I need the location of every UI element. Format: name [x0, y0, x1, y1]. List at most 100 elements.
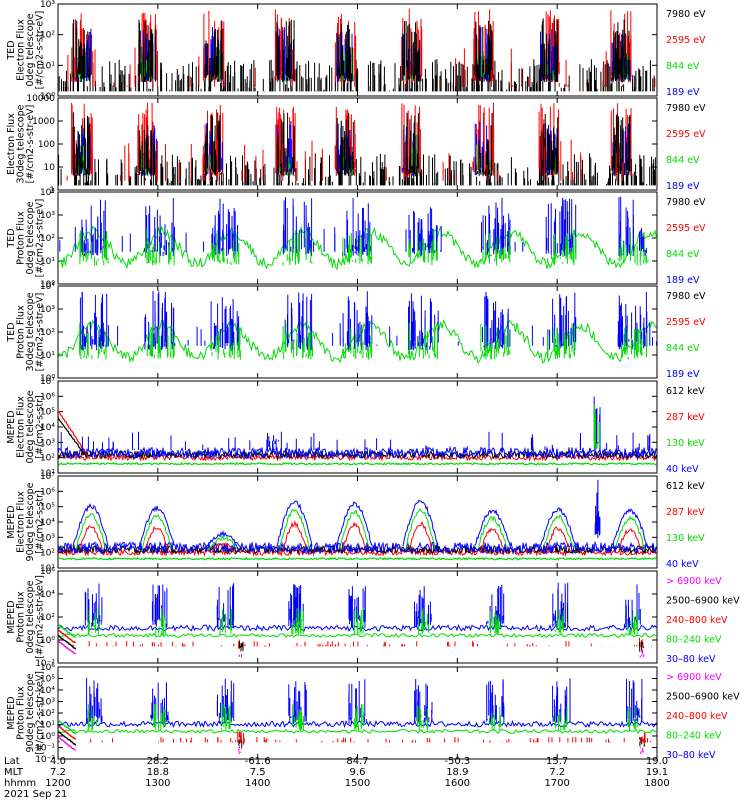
y-tick-label: 10⁴: [40, 518, 55, 528]
series-line: [58, 409, 89, 457]
series-burst: [547, 233, 577, 266]
series-burst: [342, 197, 372, 257]
legend-entry: 2500–6900 keV: [666, 692, 740, 703]
series-burst: [291, 608, 304, 635]
series-burst: [211, 230, 240, 265]
data-traces: [58, 678, 657, 755]
y-axis-label: MEPED: [6, 410, 17, 443]
series-burst: [639, 746, 644, 754]
series-burst: [146, 323, 175, 359]
x-tick-label-mlt: 9.6: [350, 767, 366, 778]
y-axis-label: 0deg telescope: [25, 13, 36, 86]
y-axis-label: Electron Flux: [16, 19, 27, 81]
series-burst: [282, 323, 313, 360]
y-tick-label: 10⁵: [40, 675, 55, 685]
series-line: [58, 725, 77, 740]
series-line: [336, 501, 373, 548]
x-tick-label-hhmm: 1200: [45, 778, 70, 789]
legend-entry: 189 eV: [666, 369, 700, 380]
legend-entry: 844 eV: [666, 61, 700, 72]
series-line: [405, 508, 436, 550]
y-tick-label: 10⁴: [40, 188, 55, 198]
series-line: [207, 534, 238, 551]
legend-entry: 2595 eV: [666, 223, 706, 234]
legend-entry: 844 eV: [666, 343, 700, 354]
series-burst: [417, 705, 429, 731]
y-tick-label: 10⁰: [40, 374, 55, 384]
legend-entry: 189 eV: [666, 275, 700, 286]
series-burst: [282, 197, 313, 257]
y-axis-label: MEPED: [6, 696, 17, 729]
series-line: [204, 529, 241, 550]
series-burst: [204, 112, 222, 176]
series-line: [342, 521, 367, 551]
series-line: [58, 416, 89, 459]
y-axis-label: [#/cm2-s-str-keV]: [35, 575, 46, 659]
series-burst: [473, 20, 493, 82]
x-tick-label-mlt: 7.5: [250, 767, 266, 778]
legend-entry: 612 keV: [666, 386, 705, 397]
x-tick-label-hhmm: 1400: [245, 778, 270, 789]
series-burst: [627, 609, 639, 636]
y-axis-label: TED: [6, 322, 17, 342]
y-tick-label: 10⁻²: [35, 659, 55, 669]
y-tick-label: 10³: [40, 305, 55, 315]
series-burst: [153, 703, 166, 731]
y-tick-label: 10⁴: [40, 282, 55, 292]
series-burst: [238, 739, 244, 748]
y-tick-label: 10¹: [40, 351, 55, 361]
series-burst: [219, 609, 233, 636]
series-burst: [480, 323, 511, 360]
x-tick-label-mlt: 19.1: [646, 767, 668, 778]
series-burst: [79, 291, 109, 351]
y-tick-label: 10²: [40, 328, 55, 338]
series-burst: [612, 19, 630, 83]
y-axis-label: Electron Flux: [16, 396, 27, 458]
series-line: [58, 540, 657, 555]
y-tick-label: 10¹: [40, 564, 55, 574]
legend-entry: 80–240 keV: [666, 635, 722, 646]
legend-entry: 287 keV: [666, 507, 705, 518]
x-tick-label-mlt: 7.2: [549, 767, 565, 778]
y-tick-label: 10¹: [40, 257, 55, 267]
x-tick-label-hhmm: 1700: [544, 778, 569, 789]
y-axis-label: 30deg telescope: [25, 292, 36, 371]
series-line: [58, 634, 77, 650]
legend-entry: 240–800 keV: [666, 615, 728, 626]
y-tick-label: 10⁰: [40, 636, 55, 646]
legend-entry: 287 keV: [666, 412, 705, 423]
series-spikes: [66, 139, 624, 181]
y-tick-label: 10³: [40, 211, 55, 221]
y-tick-label: 10²: [40, 549, 55, 559]
series-burst: [87, 608, 100, 636]
series-burst: [540, 113, 559, 177]
legend-entry: 7980 eV: [666, 197, 706, 208]
x-tick-label-hhmm: 1300: [145, 778, 170, 789]
y-axis-label: [#/cm2-s-str-eV]: [35, 293, 46, 372]
x-tick-label-mlt: 18.8: [147, 767, 169, 778]
series-line: [78, 525, 103, 550]
series-burst: [418, 608, 429, 635]
y-tick-label: 1: [49, 186, 55, 196]
y-tick-label: 10³: [40, 438, 55, 448]
series-spikes: [60, 431, 651, 450]
x-axis-row-label: 2021 Sep 21: [4, 789, 67, 800]
series-line: [477, 515, 508, 549]
series-line: [276, 500, 313, 547]
series-burst: [210, 325, 241, 360]
x-axis-row-label: hhmm: [4, 778, 36, 789]
series-burst: [343, 327, 372, 360]
y-tick-label: 10⁴: [40, 686, 55, 696]
series-burst: [547, 323, 575, 360]
y-tick-label: 10³: [40, 533, 55, 543]
series-burst: [618, 196, 647, 257]
series-burst: [238, 747, 243, 755]
series-burst: [220, 704, 232, 730]
series-burst: [486, 679, 505, 724]
panel-frame: [57, 380, 658, 474]
x-tick-label-lat: 15.7: [546, 756, 568, 767]
